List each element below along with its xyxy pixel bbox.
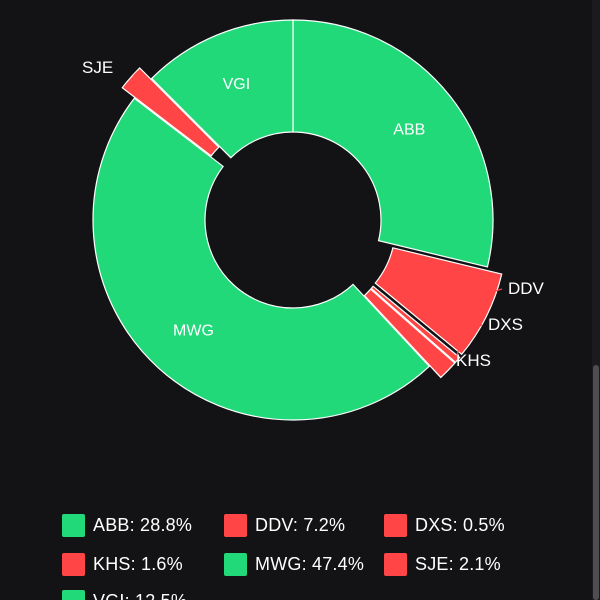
legend-label: DDV: 7.2% (255, 514, 346, 535)
legend-swatch (62, 552, 85, 576)
legend-label: SJE: 2.1% (415, 553, 501, 574)
legend-label: VGI: 12.5% (93, 591, 187, 600)
legend-item-dxs[interactable]: DXS: 0.5% (384, 511, 505, 539)
legend-swatch (62, 513, 85, 537)
legend-swatch (384, 513, 407, 537)
legend-item-mwg[interactable]: MWG: 47.4% (224, 550, 364, 578)
slice-abb[interactable] (292, 19, 494, 268)
legend-item-abb[interactable]: ABB: 28.8% (62, 511, 192, 539)
legend-item-vgi[interactable]: VGI: 12.5% (62, 587, 187, 600)
legend-item-ddv[interactable]: DDV: 7.2% (224, 511, 345, 539)
slice-ddv[interactable] (374, 247, 503, 356)
slice-mwg[interactable] (92, 97, 431, 421)
legend-item-khs[interactable]: KHS: 1.6% (62, 550, 183, 578)
legend-label: ABB: 28.8% (93, 514, 193, 535)
leader-line-sje (131, 69, 141, 80)
scrollbar-track[interactable] (592, 0, 600, 600)
legend-swatch (224, 552, 247, 576)
slices-layer (92, 19, 503, 421)
legend-item-sje[interactable]: SJE: 2.1% (384, 550, 501, 578)
legend-swatch (62, 589, 85, 600)
scrollbar-thumb[interactable] (593, 365, 599, 600)
slice-label-sje: SJE (82, 58, 113, 77)
leader-line-ddv (481, 288, 503, 316)
legend-swatch (224, 513, 247, 537)
slice-label-ddv: DDV (508, 279, 545, 298)
legend-label: DXS: 0.5% (415, 514, 505, 535)
slice-khs[interactable] (363, 288, 456, 379)
slice-label-dxs: DXS (488, 315, 523, 334)
slice-label-khs: KHS (456, 351, 491, 370)
slice-labels-layer: ABB DDV DXS KHS MWG SJE VGI (82, 58, 545, 370)
slice-vgi[interactable] (150, 19, 294, 159)
leader-line-dxs (455, 324, 483, 359)
legend-swatch (384, 552, 407, 576)
leader-line-khs (443, 358, 451, 370)
leader-lines-layer (131, 69, 503, 370)
legend-label: MWG: 47.4% (255, 553, 365, 574)
slice-sje[interactable] (121, 67, 220, 157)
slice-label-mwg: MWG (173, 323, 214, 340)
legend-label: KHS: 1.6% (93, 553, 183, 574)
slice-dxs[interactable] (370, 285, 461, 364)
slice-label-vgi: VGI (223, 76, 251, 93)
slice-label-abb: ABB (393, 121, 425, 138)
